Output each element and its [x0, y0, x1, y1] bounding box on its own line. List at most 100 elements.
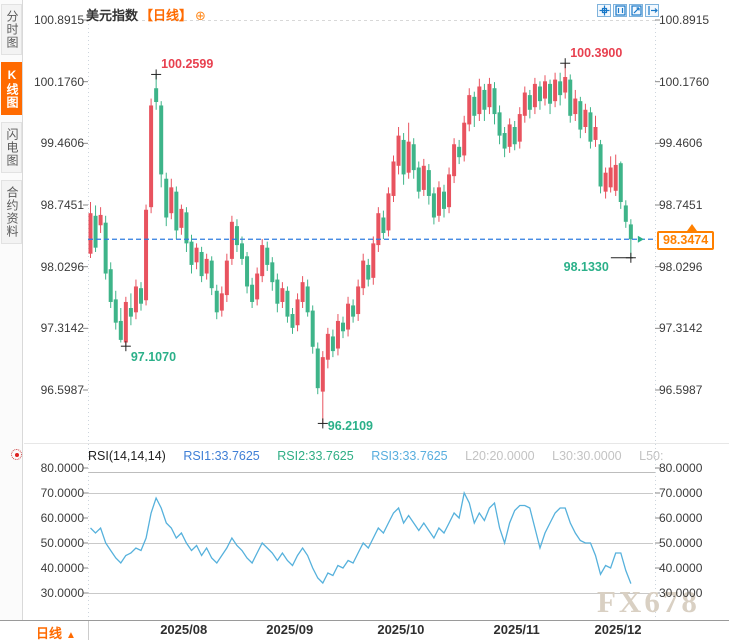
candle-up — [487, 83, 492, 108]
candle-up — [371, 243, 376, 278]
candle-down — [118, 320, 123, 340]
candle-down — [270, 262, 275, 283]
candle-up — [583, 109, 588, 128]
candle-up — [356, 286, 361, 315]
candle-down — [245, 256, 250, 287]
candle-up — [553, 79, 558, 102]
candle-up — [467, 95, 472, 125]
bottom-bar-divider — [88, 621, 89, 640]
candle-up — [219, 293, 224, 311]
candle-down — [442, 191, 446, 209]
price-marker-arrow-icon — [687, 224, 697, 232]
candle-down — [310, 310, 315, 347]
add-indicator-icon[interactable]: ⊕ — [195, 8, 206, 23]
candle-up — [462, 122, 467, 156]
period-tag: 【日线】 — [140, 8, 193, 23]
candle-up — [260, 245, 265, 277]
candle-up — [406, 141, 411, 173]
candle-down — [199, 251, 204, 277]
candle-down — [416, 167, 421, 192]
candle-down — [628, 224, 633, 240]
sidebar-item-contract-info[interactable]: 合约资料 — [1, 180, 22, 244]
watermark: FX678 — [597, 584, 700, 619]
rsi2-value-label: RSI2:33.7625 — [277, 449, 354, 463]
candle-down — [588, 112, 593, 142]
candle-down — [381, 217, 386, 234]
candle-down — [512, 127, 517, 145]
chart-toolbar — [597, 4, 659, 17]
candle-down — [103, 222, 108, 274]
candle-up — [573, 98, 578, 115]
candle-down — [234, 226, 239, 246]
candle-down — [290, 314, 295, 328]
candle-up — [396, 135, 401, 166]
candle-down — [618, 163, 623, 202]
candle-up — [361, 260, 366, 289]
candle-down — [598, 144, 603, 187]
candle-down — [214, 290, 219, 313]
candle-down — [457, 146, 462, 158]
axis-scale-icon[interactable] — [613, 4, 627, 17]
sidebar-item-time-chart[interactable]: 分时图 — [1, 4, 22, 55]
indicator-settings-icon[interactable] — [11, 449, 22, 460]
current-price-badge: 98.3474 — [657, 230, 715, 250]
candle-up — [391, 161, 396, 196]
candle-up — [563, 77, 568, 93]
candle-up — [532, 83, 537, 108]
chart-title: 美元指数 【日线】 ⊕ — [86, 5, 206, 24]
candle-down — [113, 299, 118, 323]
candle-down — [537, 86, 542, 102]
candle-up — [88, 213, 93, 254]
candle-up — [608, 167, 613, 188]
rsi1-value-label: RSI1:33.7625 — [183, 449, 260, 463]
rsi-name-label[interactable]: RSI(14,14,14) — [88, 449, 166, 463]
candle-down — [502, 133, 507, 149]
candle-up — [543, 81, 547, 99]
candle-down — [240, 243, 244, 259]
candle-up — [447, 174, 452, 208]
candle-down — [275, 279, 280, 304]
candle-down — [265, 247, 270, 265]
rsi-header: RSI(14,14,14) RSI1:33.7625 RSI2:33.7625 … — [88, 447, 677, 465]
candle-up — [517, 114, 522, 142]
candle-up — [300, 282, 305, 302]
candle-down — [341, 322, 345, 332]
candle-down — [411, 144, 416, 171]
chevron-up-icon: ▲ — [66, 630, 76, 640]
candle-down — [184, 212, 189, 244]
candle-down — [164, 178, 169, 218]
sidebar-item-kline-chart[interactable]: K线图 — [1, 62, 22, 115]
candle-up — [603, 172, 608, 192]
sidebar-item-lightning-chart[interactable]: 闪电图 — [1, 122, 22, 173]
candle-down — [108, 269, 113, 302]
rsi-l30-label: L30:30.0000 — [552, 449, 622, 463]
auto-fit-icon[interactable] — [629, 4, 643, 17]
candle-down — [154, 88, 159, 103]
candle-down — [315, 348, 320, 389]
candle-up — [224, 260, 229, 296]
candle-up — [179, 208, 184, 228]
candle-up — [194, 247, 199, 263]
candle-down — [159, 105, 164, 175]
crosshair-icon[interactable] — [597, 4, 611, 17]
candle-down — [305, 286, 310, 313]
candle-down — [527, 95, 532, 110]
candle-down — [209, 260, 214, 289]
candle-up — [593, 127, 598, 140]
candle-down — [285, 290, 290, 317]
candle-up — [376, 213, 381, 246]
candle-down — [330, 336, 335, 352]
pan-right-icon[interactable] — [645, 4, 659, 17]
candle-down — [492, 88, 497, 115]
candle-up — [346, 303, 351, 330]
candle-down — [426, 170, 431, 196]
candle-down — [351, 305, 356, 317]
candle-down — [431, 193, 436, 218]
period-selector[interactable]: 日线 ▲ — [36, 626, 76, 640]
candle-up — [507, 124, 512, 147]
rsi3-value-label: RSI3:33.7625 — [371, 449, 448, 463]
candle-down — [568, 79, 573, 116]
candle-up — [320, 357, 325, 392]
